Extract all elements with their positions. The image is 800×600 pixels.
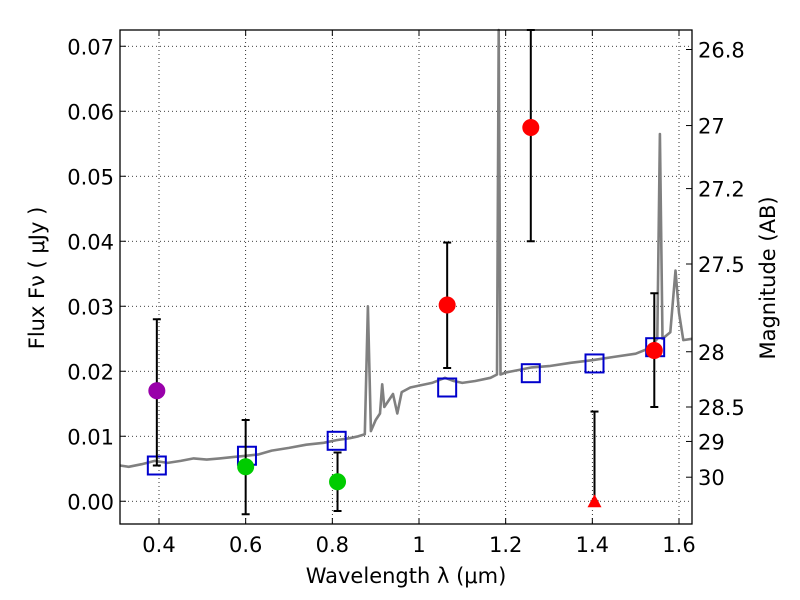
y-tick-label: 0.05: [67, 165, 114, 189]
axis-ticks: 0.4 0.6 0.8 1 1.2 1.4 1.6 0.00 0.01 0.02 0.03 0.04 0…: [67, 30, 745, 557]
model-square-marker: [520, 363, 541, 384]
x-tick-label: 0.6: [229, 533, 262, 557]
x-axis-label: Wavelength λ (μm): [306, 564, 507, 588]
upper-limit-marker: [587, 494, 602, 508]
x-tick-label: 0.8: [316, 533, 349, 557]
mag-tick-label: 27.2: [698, 178, 745, 202]
flux-point-marker: [645, 341, 663, 359]
model-square-marker: [437, 377, 458, 398]
flux-point-marker: [329, 473, 347, 491]
mag-tick-label: 27.5: [698, 253, 745, 277]
mag-tick-label: 27: [698, 115, 725, 139]
flux-point-marker: [148, 382, 166, 400]
data-points: [146, 29, 666, 516]
y-tick-label: 0.06: [67, 100, 114, 124]
mag-tick-label: 30: [698, 466, 725, 490]
y-tick-label: 0.07: [67, 35, 114, 59]
mag-tick-label: 26.8: [698, 39, 745, 63]
y-tick-label: 0.04: [67, 230, 114, 254]
flux-point-marker: [522, 119, 540, 136]
mag-tick-label: 28: [698, 341, 725, 365]
mag-tick-label: 28.5: [698, 396, 745, 420]
y-tick-label: 0.03: [67, 295, 114, 319]
x-tick-label: 0.4: [142, 533, 175, 557]
y2-axis-label: Magnitude (AB): [756, 196, 780, 359]
x-tick-label: 1.2: [489, 533, 522, 557]
y-tick-label: 0.01: [67, 425, 114, 449]
flux-point-marker: [438, 296, 456, 314]
model-square-marker: [584, 353, 605, 374]
model-spectrum-line: [119, 28, 693, 469]
x-tick-label: 1: [412, 533, 425, 557]
plot-frame: [119, 29, 693, 525]
mag-tick-label: 29: [698, 430, 725, 454]
y-tick-label: 0.00: [67, 490, 114, 514]
x-tick-label: 1.6: [662, 533, 695, 557]
y-tick-label: 0.02: [67, 360, 114, 384]
model-square-marker: [326, 430, 347, 451]
grid: [120, 30, 692, 524]
model-spectrum: [119, 28, 693, 469]
flux-point-marker: [237, 458, 255, 476]
x-tick-label: 1.4: [576, 533, 609, 557]
y-axis-label: Flux Fν ( μJy ): [25, 207, 49, 350]
